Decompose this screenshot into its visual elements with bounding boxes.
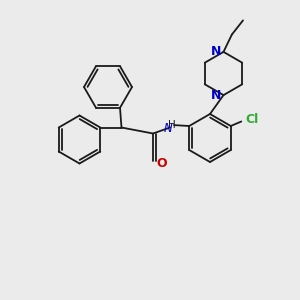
Text: N: N [211, 88, 221, 102]
Text: Cl: Cl [246, 113, 259, 126]
Text: H: H [168, 120, 176, 130]
Text: O: O [156, 157, 167, 170]
Text: N: N [211, 45, 221, 58]
Text: N: N [164, 122, 172, 135]
